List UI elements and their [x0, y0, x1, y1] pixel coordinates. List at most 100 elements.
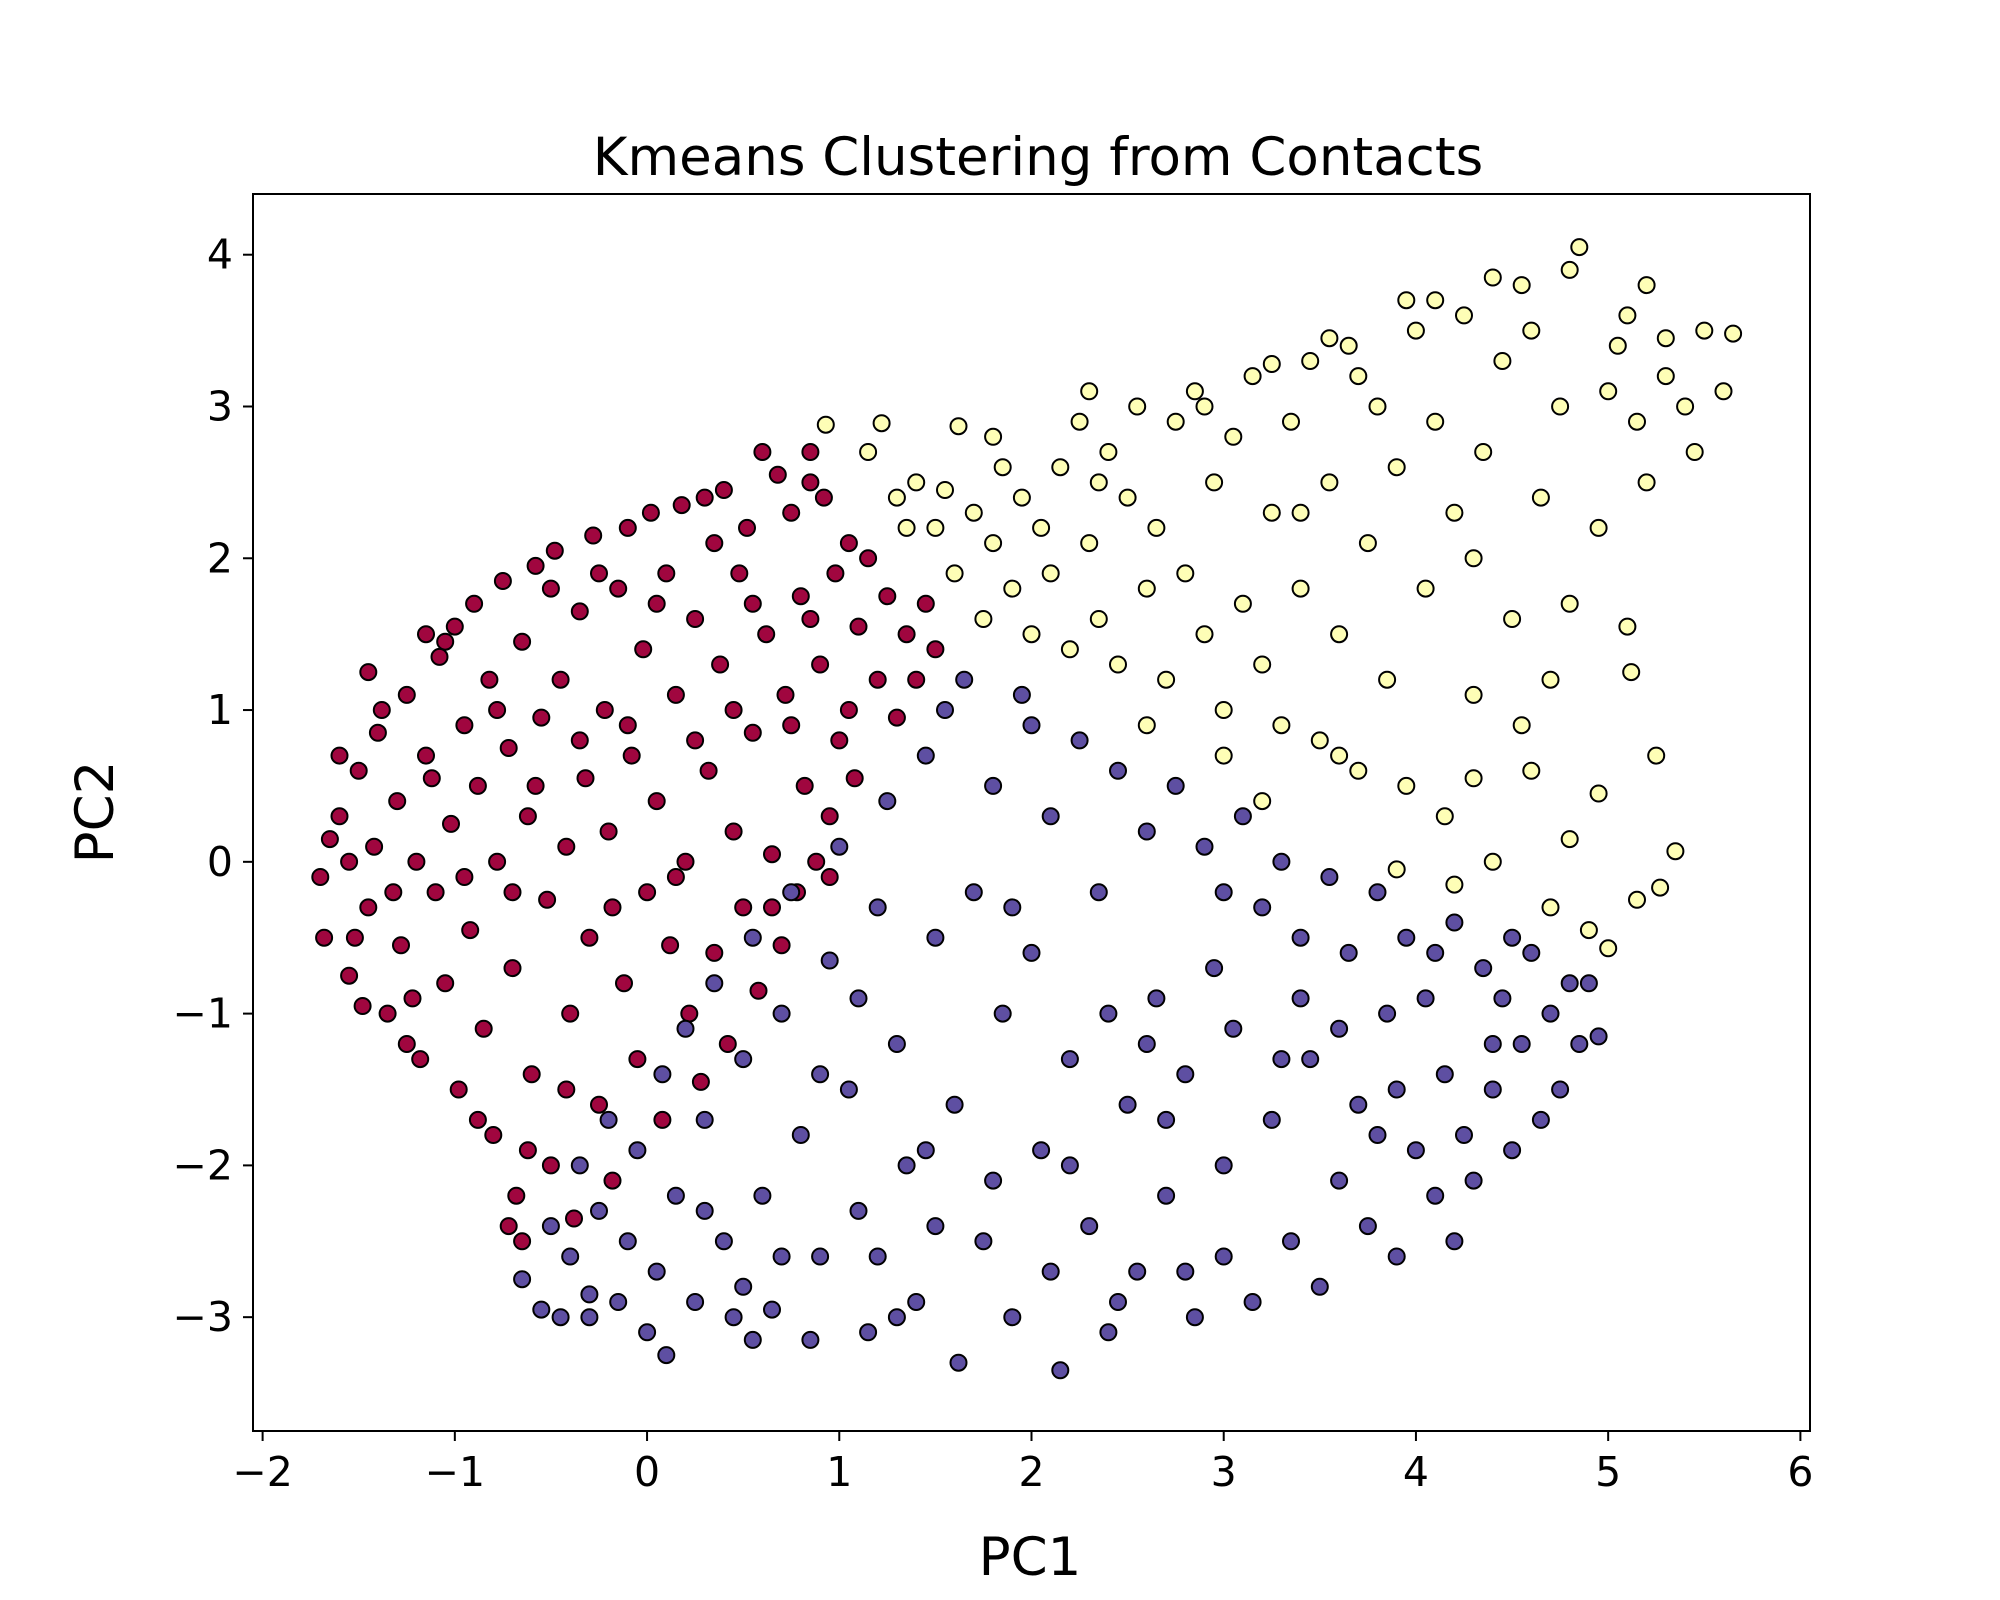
data-point-cluster-1 [811, 655, 830, 674]
data-point-cluster-1 [791, 587, 810, 606]
data-point-cluster-1 [826, 564, 845, 583]
data-point-cluster-1 [397, 685, 416, 704]
data-point-cluster-1 [897, 625, 916, 644]
data-point-cluster-1 [392, 936, 410, 955]
data-point-cluster-1 [565, 1209, 583, 1228]
data-point-cluster-1 [782, 716, 801, 735]
data-point-cluster-2 [1109, 1293, 1127, 1311]
data-point-cluster-2 [580, 1285, 599, 1304]
data-point-cluster-3 [1214, 701, 1233, 719]
data-point-cluster-2 [1137, 1035, 1156, 1053]
data-point-cluster-3 [1368, 397, 1387, 416]
data-point-cluster-2 [551, 1308, 570, 1327]
data-point-cluster-1 [378, 1004, 397, 1023]
data-point-cluster-1 [653, 1110, 672, 1129]
data-point-cluster-3 [1282, 412, 1300, 431]
data-point-cluster-3 [1349, 367, 1368, 386]
data-point-cluster-2 [532, 1300, 551, 1319]
data-point-cluster-2 [1512, 1035, 1531, 1053]
data-point-cluster-1 [641, 503, 660, 522]
data-point-cluster-3 [1570, 238, 1589, 257]
data-point-cluster-1 [628, 1050, 647, 1069]
data-point-cluster-1 [499, 1217, 518, 1236]
data-point-cluster-2 [734, 1277, 753, 1296]
data-point-cluster-1 [695, 488, 714, 507]
data-point-cluster-2 [570, 1156, 589, 1175]
data-point-cluster-3 [872, 414, 891, 433]
data-point-cluster-2 [1205, 959, 1224, 978]
data-point-cluster-1 [499, 739, 518, 757]
y-tick-label: −3 [173, 1293, 233, 1341]
data-point-cluster-3 [1176, 564, 1195, 583]
data-point-cluster-1 [320, 830, 339, 849]
data-point-cluster-1 [672, 496, 691, 515]
data-point-cluster-3 [1637, 276, 1656, 295]
data-point-cluster-1 [503, 959, 522, 978]
data-point-cluster-2 [878, 792, 897, 811]
data-point-cluster-3 [1445, 503, 1464, 522]
data-point-cluster-1 [468, 1110, 487, 1129]
data-point-cluster-3 [1622, 663, 1641, 682]
data-point-cluster-1 [622, 746, 641, 765]
data-point-cluster-1 [493, 572, 512, 590]
data-point-cluster-1 [768, 465, 787, 484]
data-point-cluster-3 [1656, 367, 1675, 386]
data-point-cluster-1 [570, 731, 589, 750]
data-point-cluster-2 [1291, 928, 1310, 947]
data-point-cluster-1 [743, 594, 762, 613]
data-point-cluster-3 [1166, 412, 1185, 431]
data-point-cluster-1 [749, 981, 768, 1000]
data-point-cluster-3 [1195, 397, 1214, 416]
data-point-cluster-1 [618, 518, 637, 537]
data-point-cluster-3 [936, 481, 954, 499]
data-point-cluster-2 [1330, 1171, 1349, 1190]
data-point-cluster-2 [657, 1346, 676, 1365]
data-point-cluster-2 [1579, 974, 1598, 993]
data-point-cluster-2 [1406, 1141, 1425, 1160]
data-point-cluster-2 [1503, 928, 1522, 947]
data-point-cluster-1 [801, 610, 820, 628]
data-point-cluster-1 [368, 723, 387, 742]
data-point-cluster-1 [647, 594, 666, 613]
data-point-cluster-1 [734, 898, 753, 917]
data-point-cluster-1 [455, 868, 474, 886]
data-point-cluster-1 [551, 670, 570, 689]
data-point-cluster-3 [1599, 939, 1618, 958]
data-point-cluster-2 [1445, 1232, 1464, 1251]
x-tick-label: 3 [1211, 1448, 1237, 1496]
data-point-cluster-2 [1003, 898, 1022, 917]
data-point-cluster-1 [541, 1156, 560, 1175]
data-point-cluster-1 [340, 966, 359, 985]
data-point-cluster-3 [1157, 670, 1176, 689]
data-point-cluster-1 [455, 716, 474, 735]
data-point-cluster-2 [1157, 1110, 1176, 1129]
y-tick-label: 4 [207, 231, 233, 279]
data-point-cluster-1 [782, 503, 801, 522]
x-tick-label: 0 [634, 1448, 660, 1496]
data-point-cluster-2 [1128, 1262, 1147, 1281]
data-point-cluster-3 [993, 458, 1012, 477]
data-point-cluster-1 [705, 534, 724, 553]
data-point-cluster-1 [345, 928, 364, 947]
data-point-cluster-1 [372, 701, 391, 719]
data-point-cluster-2 [772, 1247, 791, 1266]
data-point-cluster-1 [580, 928, 599, 947]
data-point-cluster-2 [887, 1035, 906, 1053]
data-point-cluster-2 [695, 1201, 714, 1220]
data-point-cluster-3 [1137, 579, 1156, 598]
data-point-cluster-2 [1233, 807, 1252, 826]
data-point-cluster-1 [599, 822, 618, 841]
data-point-cluster-3 [1109, 655, 1127, 674]
data-point-cluster-2 [820, 951, 839, 970]
data-point-cluster-3 [1243, 367, 1262, 386]
data-point-cluster-3 [1599, 382, 1618, 401]
data-point-cluster-3 [897, 518, 916, 537]
data-point-cluster-1 [686, 610, 705, 628]
data-point-cluster-1 [714, 481, 733, 499]
data-point-cluster-1 [676, 852, 695, 871]
data-point-cluster-1 [699, 761, 718, 780]
data-point-cluster-1 [513, 632, 532, 651]
data-point-cluster-2 [1483, 1035, 1502, 1053]
data-point-cluster-3 [1474, 443, 1493, 461]
data-point-cluster-3 [1320, 329, 1339, 348]
